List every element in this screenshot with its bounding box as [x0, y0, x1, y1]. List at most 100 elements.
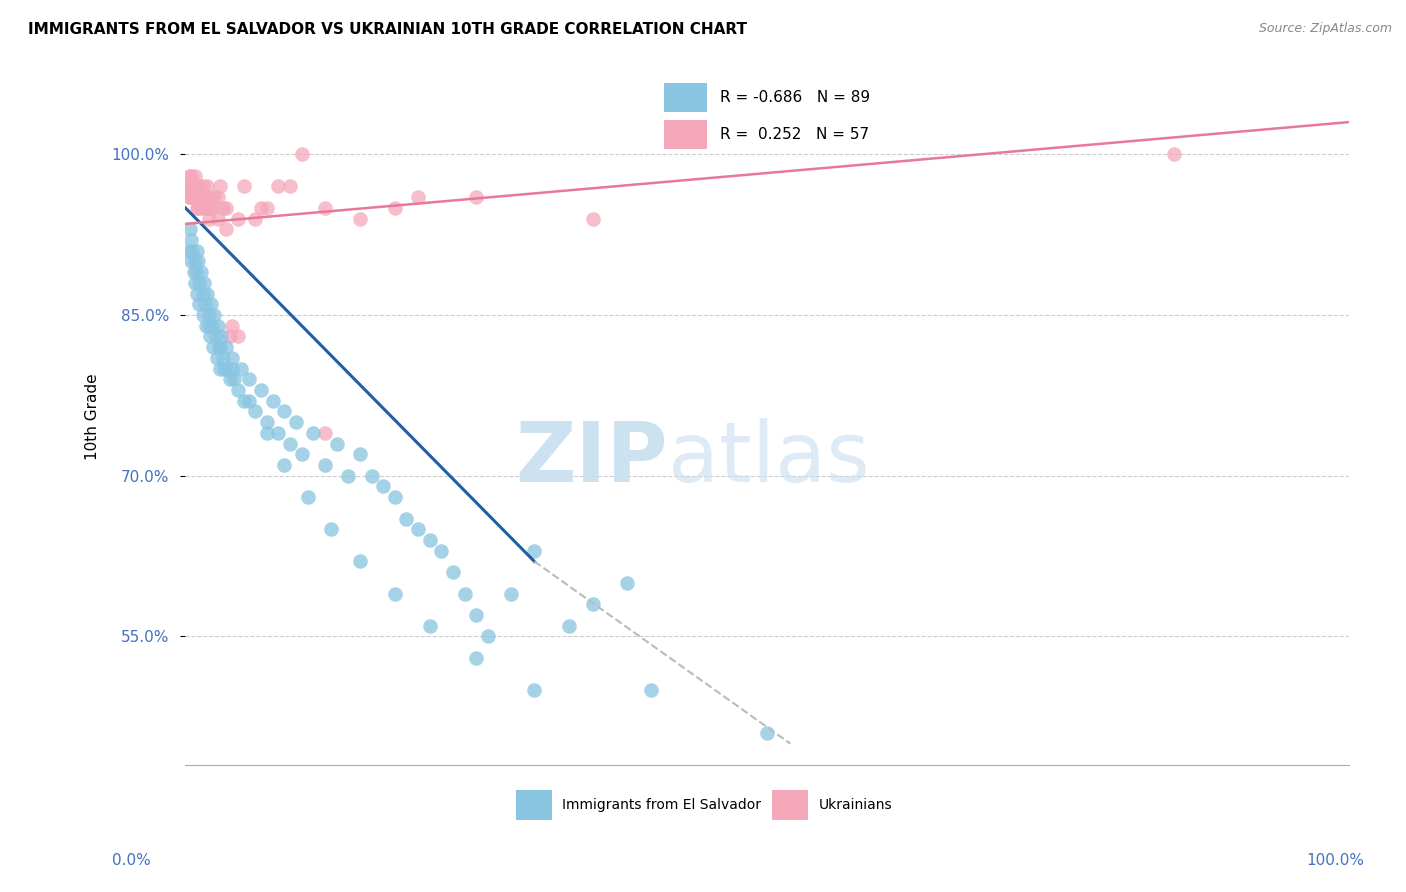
Point: [441, 565, 464, 579]
Point: [193, 276, 215, 290]
Point: [201, 201, 224, 215]
Point: [256, 201, 278, 215]
Point: [207, 190, 229, 204]
Point: [193, 201, 215, 215]
Point: [183, 169, 205, 183]
Point: [209, 361, 232, 376]
Point: [179, 222, 201, 236]
Point: [187, 190, 209, 204]
Point: [373, 479, 395, 493]
Point: [181, 244, 204, 258]
Point: [211, 351, 233, 365]
Point: [360, 468, 382, 483]
Point: [188, 179, 211, 194]
Point: [558, 619, 581, 633]
Point: [200, 201, 222, 215]
Point: [190, 265, 212, 279]
Point: [273, 458, 295, 472]
Point: [201, 318, 224, 333]
Point: [177, 190, 200, 204]
Point: [209, 340, 232, 354]
Point: [224, 372, 246, 386]
Point: [419, 619, 441, 633]
Y-axis label: 10th Grade: 10th Grade: [86, 374, 100, 460]
Point: [197, 179, 219, 194]
Point: [314, 425, 336, 440]
Point: [188, 297, 211, 311]
Point: [184, 179, 207, 194]
Point: [215, 340, 238, 354]
Point: [197, 308, 219, 322]
Point: [215, 222, 238, 236]
Point: [465, 651, 488, 665]
Point: [349, 211, 371, 226]
Text: IMMIGRANTS FROM EL SALVADOR VS UKRAINIAN 10TH GRADE CORRELATION CHART: IMMIGRANTS FROM EL SALVADOR VS UKRAINIAN…: [28, 22, 747, 37]
Point: [181, 179, 204, 194]
Point: [200, 297, 222, 311]
Point: [186, 286, 208, 301]
Point: [186, 244, 208, 258]
Point: [190, 201, 212, 215]
Point: [180, 254, 202, 268]
Point: [250, 383, 273, 397]
Point: [256, 415, 278, 429]
Point: [180, 233, 202, 247]
Point: [177, 169, 200, 183]
Point: [616, 575, 638, 590]
Point: [581, 211, 603, 226]
Point: [188, 276, 211, 290]
Point: [384, 201, 406, 215]
Point: [319, 522, 342, 536]
Point: [204, 308, 226, 322]
Point: [183, 254, 205, 268]
Point: [337, 468, 360, 483]
Point: [226, 211, 249, 226]
Point: [581, 598, 603, 612]
Point: [250, 201, 273, 215]
Point: [238, 393, 260, 408]
Point: [218, 372, 240, 386]
Point: [245, 404, 267, 418]
Point: [179, 179, 201, 194]
Point: [186, 179, 208, 194]
Point: [406, 190, 429, 204]
Point: [226, 329, 249, 343]
Point: [278, 179, 301, 194]
Point: [197, 190, 219, 204]
Point: [267, 425, 290, 440]
Point: [191, 308, 214, 322]
Point: [1163, 147, 1185, 161]
Point: [465, 190, 488, 204]
Point: [430, 543, 453, 558]
Point: [395, 511, 418, 525]
Point: [232, 393, 254, 408]
Point: [186, 201, 208, 215]
Text: ZIP: ZIP: [516, 418, 668, 500]
Point: [204, 190, 226, 204]
Point: [183, 190, 205, 204]
Point: [232, 179, 254, 194]
Point: [314, 201, 336, 215]
Point: [208, 340, 231, 354]
Point: [207, 211, 229, 226]
Point: [204, 329, 226, 343]
Point: [384, 587, 406, 601]
Text: Source: ZipAtlas.com: Source: ZipAtlas.com: [1258, 22, 1392, 36]
Point: [314, 458, 336, 472]
Point: [179, 190, 201, 204]
Point: [197, 318, 219, 333]
Point: [523, 543, 546, 558]
Point: [238, 372, 260, 386]
Point: [262, 393, 284, 408]
Point: [191, 179, 214, 194]
Point: [183, 179, 205, 194]
Point: [198, 329, 221, 343]
Point: [184, 265, 207, 279]
Point: [297, 490, 319, 504]
Point: [226, 383, 249, 397]
Point: [273, 404, 295, 418]
Point: [183, 265, 205, 279]
Point: [187, 201, 209, 215]
Point: [756, 726, 779, 740]
Point: [202, 340, 225, 354]
